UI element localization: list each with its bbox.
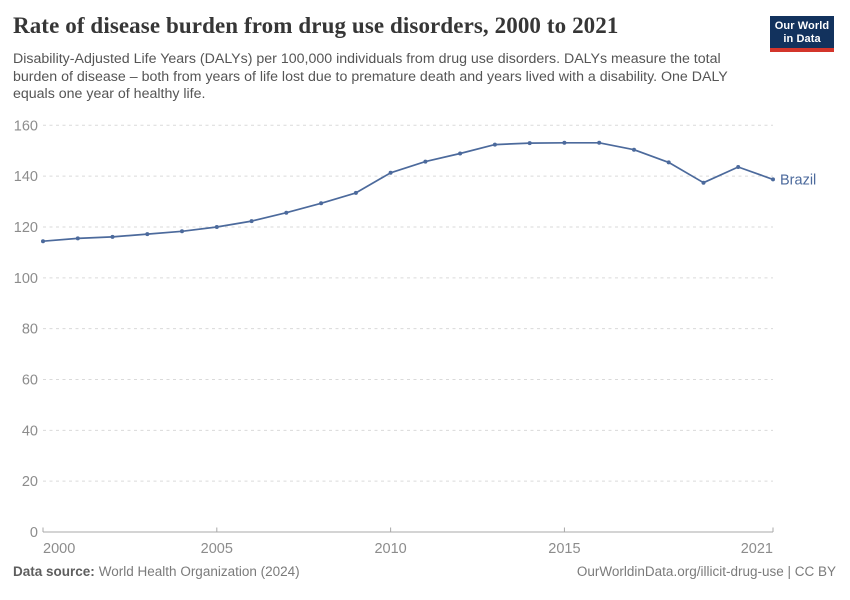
x-tick-label-2000: 2000 [43, 541, 75, 557]
data-point-brazil-2015[interactable] [562, 140, 567, 145]
data-point-brazil-2003[interactable] [145, 232, 150, 237]
data-point-brazil-2021[interactable] [771, 177, 775, 182]
data-point-brazil-2018[interactable] [666, 160, 671, 165]
y-tick-label-140: 140 [14, 169, 38, 185]
owid-logo[interactable]: Our World in Data [770, 16, 834, 52]
y-tick-label-120: 120 [14, 220, 38, 236]
data-point-brazil-2006[interactable] [249, 219, 254, 224]
data-point-brazil-2013[interactable] [492, 142, 497, 147]
y-tick-label-100: 100 [14, 271, 38, 287]
data-point-brazil-2010[interactable] [388, 170, 393, 175]
data-source-value: World Health Organization (2024) [98, 564, 300, 579]
data-point-brazil-2014[interactable] [527, 141, 532, 146]
data-point-brazil-2004[interactable] [180, 229, 184, 234]
data-point-brazil-2008[interactable] [319, 201, 324, 206]
data-point-brazil-2019[interactable] [701, 180, 706, 185]
x-tick-label-2021: 2021 [741, 541, 773, 557]
owid-logo-line2: in Data [783, 32, 821, 45]
x-tick-label-2010: 2010 [374, 541, 406, 557]
credit-link[interactable]: OurWorldinData.org/illicit-drug-use | CC… [576, 564, 836, 579]
data-point-brazil-2012[interactable] [458, 151, 463, 156]
y-tick-label-20: 20 [22, 474, 38, 490]
y-tick-label-160: 160 [14, 118, 38, 134]
y-tick-label-40: 40 [22, 423, 38, 439]
data-point-brazil-2011[interactable] [423, 159, 428, 164]
data-point-brazil-2000[interactable] [41, 239, 45, 244]
series-end-label-brazil[interactable]: Brazil [780, 172, 816, 188]
data-source-label: Data source: [13, 564, 95, 579]
data-source-note: Data source: World Health Organization (2… [13, 564, 300, 579]
x-tick-label-2005: 2005 [201, 541, 233, 557]
data-point-brazil-2017[interactable] [632, 147, 636, 152]
data-point-brazil-2016[interactable] [597, 140, 602, 145]
y-tick-label-80: 80 [22, 322, 38, 338]
x-tick-label-2015: 2015 [548, 541, 580, 557]
series-line-brazil[interactable] [42, 141, 774, 243]
data-point-brazil-2020[interactable] [736, 165, 741, 169]
y-tick-label-0: 0 [30, 525, 38, 541]
data-point-brazil-2001[interactable] [75, 236, 80, 241]
page-title: Rate of disease burden from drug use dis… [13, 13, 619, 38]
data-point-brazil-2007[interactable] [284, 210, 289, 215]
data-point-brazil-2009[interactable] [353, 190, 358, 195]
data-point-brazil-2002[interactable] [110, 234, 115, 239]
data-point-brazil-2005[interactable] [214, 225, 219, 229]
y-tick-label-60: 60 [22, 372, 38, 388]
chart-subtitle: Disability-Adjusted Life Years (DALYs) p… [13, 51, 728, 103]
chart-footer: Data source: World Health Organization (2… [13, 564, 836, 579]
owid-logo-line1: Our World [774, 20, 830, 32]
